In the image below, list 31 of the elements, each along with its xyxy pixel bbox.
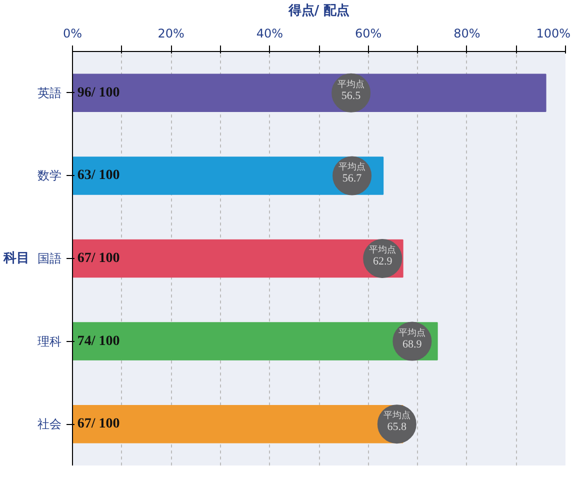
x-tick-label: 100% xyxy=(536,26,571,40)
bar xyxy=(72,239,404,278)
data-label: 96/ 100 xyxy=(77,85,120,100)
y-tick-label: 英語 xyxy=(38,86,62,100)
series-label: 平均点 xyxy=(398,327,426,338)
bar xyxy=(72,74,546,112)
x-tick-label: 20% xyxy=(158,26,184,40)
data-label: 68.9 xyxy=(402,338,422,350)
data-label: 62.9 xyxy=(372,256,393,268)
data-label: 74/ 100 xyxy=(77,334,120,349)
data-label: 56.5 xyxy=(341,90,362,102)
x-tick-label: 60% xyxy=(354,26,382,40)
text: 平均点 xyxy=(383,410,410,420)
x-tick-label: 0% xyxy=(62,26,82,40)
y-tick-label: 国語 xyxy=(38,252,62,266)
y-tick-label: 理科 xyxy=(38,334,62,348)
data-label: 67/ 100 xyxy=(77,416,120,432)
y-tick-label: 数学 xyxy=(38,168,62,183)
text: 平均点 xyxy=(338,162,366,172)
bar xyxy=(72,322,438,360)
x-axis-title: 得点/ 配点 xyxy=(287,2,350,18)
y-axis-title: 科目 xyxy=(2,251,30,266)
data-label: 67/ 100 xyxy=(77,251,120,266)
text: 平均点 xyxy=(369,244,396,254)
data-label: 63/ 100 xyxy=(77,168,120,184)
x-tick-label: 80% xyxy=(454,26,480,40)
text: 平均点 xyxy=(338,78,365,89)
data-label: 56.7 xyxy=(342,172,362,185)
y-tick-label: 社会 xyxy=(38,417,62,432)
data-label: 65.8 xyxy=(387,421,408,434)
x-tick-label: 40% xyxy=(256,26,284,40)
